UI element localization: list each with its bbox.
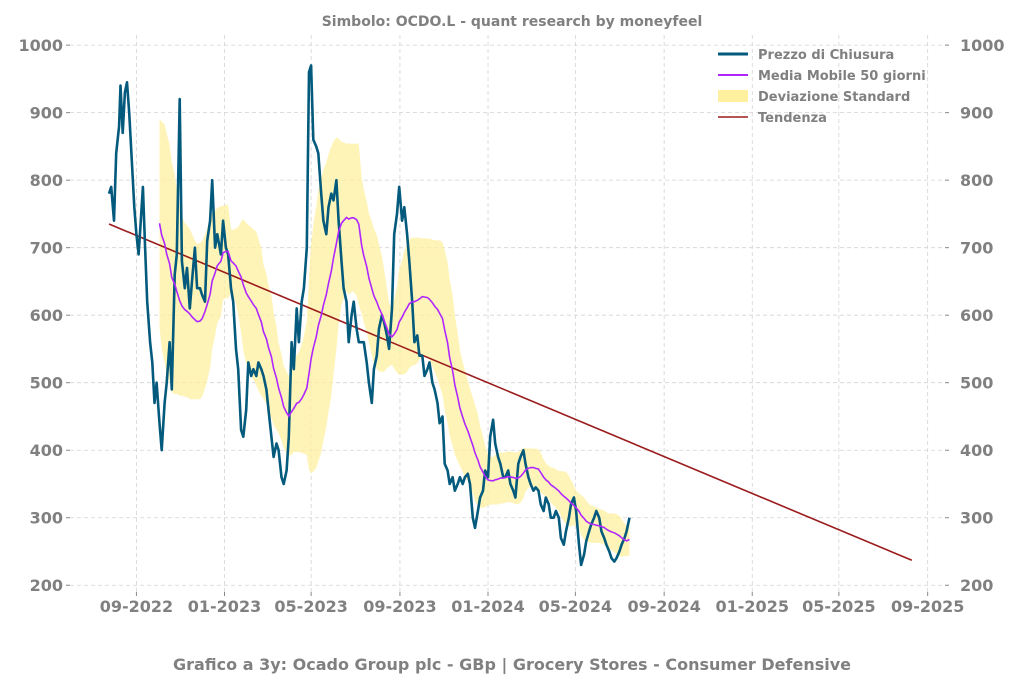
y-tick-label: 1000 [960, 36, 1005, 55]
legend-label: Tendenza [758, 111, 827, 126]
std-dev-area [159, 119, 630, 557]
series-lines [107, 64, 913, 567]
legend-label: Deviazione Standard [758, 90, 910, 105]
y-tick-label: 800 [30, 171, 63, 190]
y-tick-label: 800 [960, 171, 993, 190]
legend-label: Media Mobile 50 giorni [758, 69, 926, 84]
y-axis-left: 200 300 400 500 600 700 800 900 1000 [18, 36, 70, 595]
y-tick-label: 600 [960, 306, 993, 325]
y-tick-label: 1000 [18, 36, 63, 55]
legend-swatch [718, 90, 748, 102]
y-tick-label: 700 [30, 239, 63, 258]
trend-line [108, 223, 913, 562]
chart-footer: Grafico a 3y: Ocado Group plc - GBp | Gr… [173, 655, 851, 675]
std-dev-band [159, 119, 630, 557]
x-tick-label: 05-2025 [802, 597, 875, 616]
x-tick-label: 05-2023 [274, 597, 347, 616]
x-tick-label: 09-2022 [100, 597, 173, 616]
y-tick-label: 900 [30, 104, 63, 123]
x-axis: 09-2022 01-2023 05-2023 09-2023 01-2024 05-20… [100, 592, 964, 616]
y-tick-label: 500 [30, 374, 63, 393]
y-tick-label: 400 [30, 441, 63, 460]
y-tick-label: 600 [30, 306, 63, 325]
legend-label: Prezzo di Chiusura [758, 48, 894, 63]
x-tick-label: 01-2025 [716, 597, 789, 616]
y-tick-label: 900 [960, 104, 993, 123]
x-tick-label: 05-2024 [539, 597, 612, 616]
moving-average-line [158, 216, 630, 542]
y-tick-label: 700 [960, 239, 993, 258]
y-tick-label: 200 [30, 576, 63, 595]
x-tick-label: 01-2023 [188, 597, 261, 616]
x-tick-label: 09-2024 [627, 597, 700, 616]
chart-title: Simbolo: OCDO.L - quant research by mone… [322, 14, 703, 30]
y-tick-label: 500 [960, 374, 993, 393]
y-tick-label: 200 [960, 576, 993, 595]
y-tick-label: 400 [960, 441, 993, 460]
x-tick-label: 01-2024 [451, 597, 524, 616]
close-price-line [107, 64, 631, 567]
y-tick-label: 300 [30, 509, 63, 528]
grid [70, 35, 945, 592]
legend: Prezzo di Chiusura Media Mobile 50 giorni… [718, 48, 926, 126]
y-tick-label: 300 [960, 509, 993, 528]
x-tick-label: 09-2023 [363, 597, 436, 616]
y-axis-right: 200 300 400 500 600 700 800 900 1000 [945, 36, 1005, 595]
x-tick-label: 09-2025 [891, 597, 964, 616]
